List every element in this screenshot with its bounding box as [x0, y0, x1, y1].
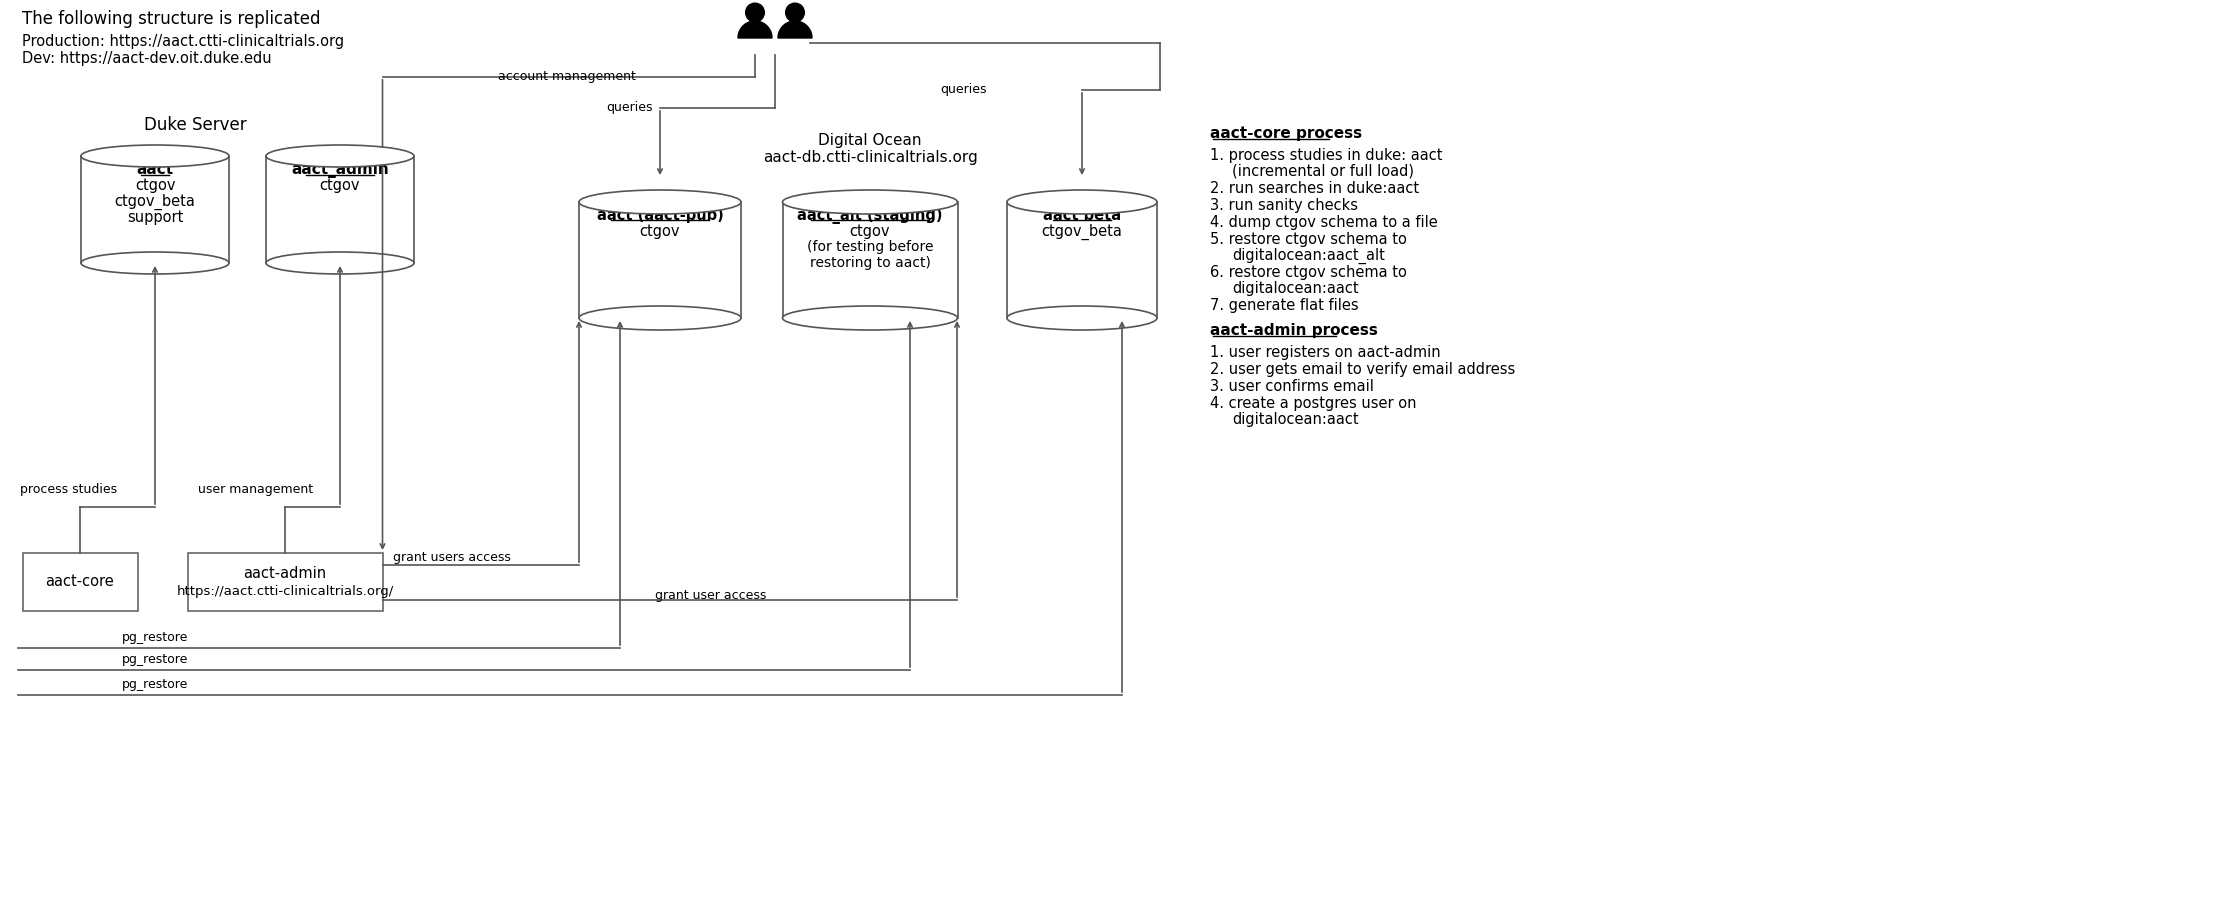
Text: 7. generate flat files: 7. generate flat files — [1210, 298, 1360, 313]
Text: queries: queries — [607, 101, 652, 114]
Bar — [188, 553, 383, 611]
Ellipse shape — [81, 252, 228, 274]
Text: aact_admin: aact_admin — [291, 162, 390, 178]
Bar — [1008, 202, 1158, 318]
Text: 3. user confirms email: 3. user confirms email — [1210, 379, 1373, 394]
Text: ctgov: ctgov — [320, 178, 361, 193]
Text: ctgov: ctgov — [641, 224, 681, 239]
Text: pg_restore: pg_restore — [121, 653, 188, 666]
Text: 4. create a postgres user on: 4. create a postgres user on — [1210, 396, 1416, 411]
Text: grant user access: grant user access — [654, 588, 766, 601]
Text: ctgov_beta: ctgov_beta — [1042, 224, 1122, 241]
Text: 6. restore ctgov schema to: 6. restore ctgov schema to — [1210, 265, 1407, 280]
Polygon shape — [737, 21, 773, 38]
Text: queries: queries — [941, 84, 986, 97]
Text: aact: aact — [137, 162, 172, 177]
Circle shape — [746, 3, 764, 22]
Text: aact-core process: aact-core process — [1210, 126, 1362, 141]
Ellipse shape — [267, 145, 414, 167]
Text: 1. process studies in duke: aact: 1. process studies in duke: aact — [1210, 148, 1443, 163]
Bar — [578, 202, 741, 318]
Text: aact-db.ctti-clinicaltrials.org: aact-db.ctti-clinicaltrials.org — [762, 150, 977, 165]
Text: process studies: process studies — [20, 483, 116, 497]
Ellipse shape — [81, 145, 228, 167]
Text: digitalocean:aact_alt: digitalocean:aact_alt — [1232, 248, 1384, 265]
Text: user management: user management — [197, 483, 314, 497]
Text: Dev: https://aact-dev.oit.duke.edu: Dev: https://aact-dev.oit.duke.edu — [22, 51, 271, 66]
Bar — [267, 156, 414, 263]
Polygon shape — [777, 21, 811, 38]
Bar — [22, 553, 137, 611]
Ellipse shape — [267, 252, 414, 274]
Text: restoring to aact): restoring to aact) — [809, 256, 930, 270]
Text: aact_alt (staging): aact_alt (staging) — [797, 208, 943, 224]
Text: 2. run searches in duke:aact: 2. run searches in duke:aact — [1210, 181, 1420, 196]
Text: account management: account management — [497, 70, 636, 84]
Text: (for testing before: (for testing before — [806, 240, 934, 254]
Text: ctgov_beta: ctgov_beta — [114, 194, 195, 210]
Text: 2. user gets email to verify email address: 2. user gets email to verify email addre… — [1210, 362, 1514, 377]
Text: Digital Ocean: Digital Ocean — [818, 133, 921, 148]
Text: https://aact.ctti-clinicaltrials.org/: https://aact.ctti-clinicaltrials.org/ — [177, 585, 394, 597]
Bar — [782, 202, 956, 318]
Ellipse shape — [578, 190, 741, 214]
Text: aact-core: aact-core — [45, 574, 114, 589]
Text: pg_restore: pg_restore — [121, 631, 188, 644]
Text: Duke Server: Duke Server — [143, 116, 246, 134]
Text: support: support — [128, 210, 184, 225]
Text: 3. run sanity checks: 3. run sanity checks — [1210, 198, 1357, 213]
Text: aact beta: aact beta — [1044, 208, 1120, 223]
Ellipse shape — [1008, 190, 1158, 214]
Text: aact (aact-pub): aact (aact-pub) — [596, 208, 724, 223]
Text: 1. user registers on aact-admin: 1. user registers on aact-admin — [1210, 345, 1440, 360]
Ellipse shape — [782, 306, 956, 330]
Text: Production: https://aact.ctti-clinicaltrials.org: Production: https://aact.ctti-clinicaltr… — [22, 34, 345, 49]
Text: 5. restore ctgov schema to: 5. restore ctgov schema to — [1210, 232, 1407, 247]
Bar — [81, 156, 228, 263]
Text: The following structure is replicated: The following structure is replicated — [22, 10, 320, 28]
Ellipse shape — [1008, 306, 1158, 330]
Text: grant users access: grant users access — [392, 550, 511, 563]
Text: 4. dump ctgov schema to a file: 4. dump ctgov schema to a file — [1210, 215, 1438, 230]
Text: (incremental or full load): (incremental or full load) — [1232, 164, 1413, 179]
Text: pg_restore: pg_restore — [121, 678, 188, 691]
Text: digitalocean:aact: digitalocean:aact — [1232, 412, 1360, 427]
Text: digitalocean:aact: digitalocean:aact — [1232, 281, 1360, 296]
Text: ctgov: ctgov — [849, 224, 889, 239]
Text: ctgov: ctgov — [134, 178, 175, 193]
Ellipse shape — [782, 190, 956, 214]
Text: aact-admin: aact-admin — [244, 565, 327, 581]
Ellipse shape — [578, 306, 741, 330]
Circle shape — [786, 3, 804, 22]
Text: aact-admin process: aact-admin process — [1210, 323, 1378, 338]
